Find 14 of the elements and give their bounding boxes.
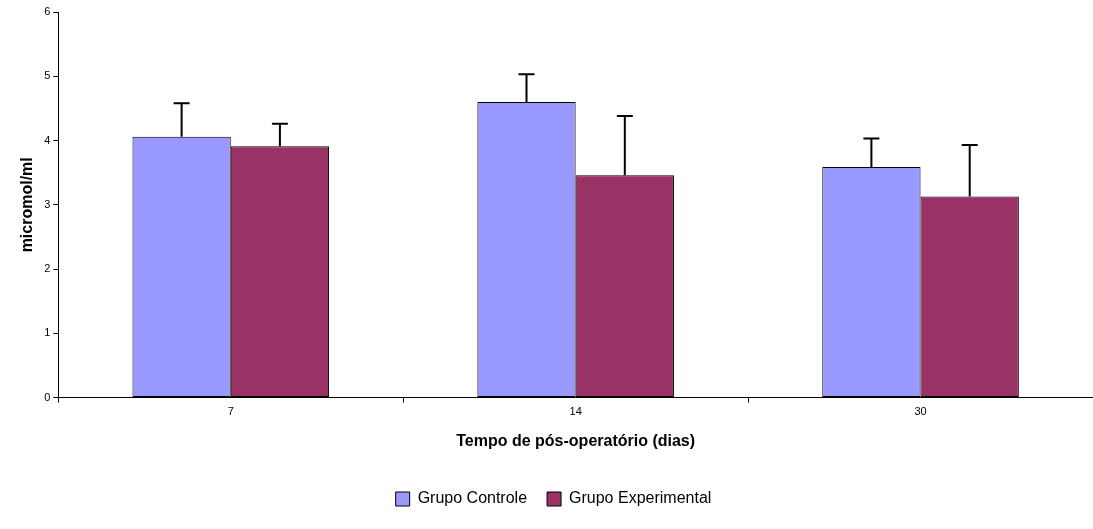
y-tick-label: 1 [44, 326, 51, 339]
y-tick-label: 3 [44, 197, 51, 210]
y-tick-label: 5 [44, 69, 51, 82]
legend-label: Grupo Controle [417, 489, 528, 507]
y-tick-label: 2 [44, 262, 51, 275]
x-axis-title: Tempo de pós-operatório (dias) [456, 431, 696, 449]
y-tick-label: 4 [44, 133, 51, 146]
x-tick-label: 30 [914, 405, 927, 418]
legend-label: Grupo Experimental [569, 489, 712, 507]
y-axis-title: micromol/ml [18, 157, 36, 253]
y-tick-label: 0 [44, 390, 51, 403]
x-tick-label: 14 [569, 405, 582, 418]
y-tick-label: 6 [44, 5, 51, 18]
x-tick-label: 7 [227, 405, 234, 418]
